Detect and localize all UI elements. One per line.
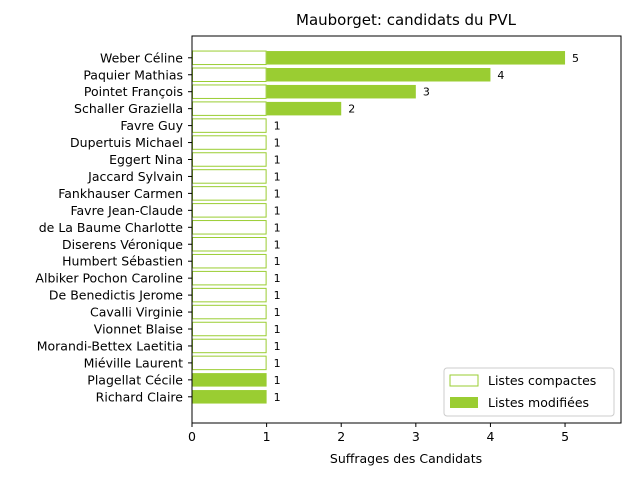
data-label: 1 bbox=[274, 323, 281, 336]
data-label: 4 bbox=[497, 69, 504, 82]
bar-compactes bbox=[192, 287, 267, 303]
value-labels-layer: 5 4 3 2 1 1 1 1 1 1 1 1 1 1 1 1 1 1 1 1 1 bbox=[274, 52, 579, 404]
y-tick-label: Schaller Graziella bbox=[74, 101, 183, 116]
y-tick-label: Albiker Pochon Caroline bbox=[35, 271, 183, 286]
x-tick-label: 4 bbox=[486, 429, 494, 444]
y-tick-label: Jaccard Sylvain bbox=[87, 169, 183, 184]
data-label: 1 bbox=[274, 255, 281, 268]
axes-frame bbox=[191, 35, 622, 424]
y-tick-label: Humbert Sébastien bbox=[62, 254, 183, 269]
chart-title: Mauborget: candidats du PVL bbox=[296, 11, 517, 29]
data-label: 1 bbox=[274, 289, 281, 302]
bar-modifiees bbox=[192, 390, 267, 404]
x-tick-label: 3 bbox=[412, 429, 420, 444]
legend-swatch-modifiees bbox=[450, 397, 478, 408]
y-tick-label: Favre Guy bbox=[120, 118, 183, 133]
data-label: 1 bbox=[274, 272, 281, 285]
y-tick-label: Vionnet Blaise bbox=[94, 322, 184, 337]
bar-modifiees bbox=[266, 101, 342, 116]
data-label: 1 bbox=[274, 137, 281, 150]
bars-layer bbox=[192, 50, 566, 404]
bar-compactes bbox=[192, 101, 267, 116]
bar-compactes bbox=[192, 355, 267, 371]
y-tick-label: Paquier Mathias bbox=[83, 67, 183, 82]
y-tick-label: Fankhauser Carmen bbox=[58, 186, 183, 201]
data-label: 1 bbox=[274, 170, 281, 183]
y-tick-label: Eggert Nina bbox=[109, 152, 183, 167]
data-label: 1 bbox=[274, 221, 281, 234]
y-tick-label: Weber Céline bbox=[100, 50, 183, 65]
bar-compactes bbox=[192, 321, 267, 337]
data-label: 1 bbox=[274, 391, 281, 404]
bar-compactes bbox=[192, 50, 267, 66]
x-axis-ticks: 0 1 2 3 4 5 bbox=[188, 423, 569, 444]
bar-modifiees bbox=[266, 68, 491, 82]
bar-compactes bbox=[192, 118, 267, 133]
y-axis-ticks: Weber Céline Paquier Mathias Pointet Franç… bbox=[35, 50, 192, 404]
y-tick-label: Miéville Laurent bbox=[84, 355, 183, 370]
bar-compactes bbox=[192, 304, 267, 320]
bar-modifiees bbox=[266, 51, 566, 65]
y-tick-label: Morandi-Bettex Laetitia bbox=[37, 338, 183, 353]
bar-compactes bbox=[192, 270, 267, 286]
bar-modifiees bbox=[192, 373, 267, 387]
legend-label-compactes: Listes compactes bbox=[488, 373, 596, 388]
x-tick-label: 2 bbox=[337, 429, 345, 444]
bar-modifiees bbox=[266, 84, 416, 99]
x-axis-label: Suffrages des Candidats bbox=[330, 451, 482, 466]
y-tick-label: Diserens Véronique bbox=[62, 237, 183, 252]
bar-compactes bbox=[192, 67, 267, 82]
legend-box bbox=[443, 367, 615, 417]
data-label: 1 bbox=[274, 120, 281, 133]
x-tick-label: 0 bbox=[188, 429, 196, 444]
data-label: 5 bbox=[572, 52, 579, 65]
x-tick-label: 1 bbox=[263, 429, 271, 444]
bar-compactes bbox=[192, 253, 267, 269]
legend-label-modifiees: Listes modifiées bbox=[488, 395, 589, 410]
y-tick-label: Favre Jean-Claude bbox=[70, 203, 183, 218]
data-label: 1 bbox=[274, 154, 281, 167]
x-tick-label: 5 bbox=[561, 429, 569, 444]
data-label: 1 bbox=[274, 204, 281, 217]
legend-swatch-compactes bbox=[449, 374, 479, 387]
bar-compactes bbox=[192, 220, 267, 235]
y-tick-label: De Benedictis Jerome bbox=[49, 288, 183, 303]
data-label: 1 bbox=[274, 374, 281, 387]
bar-compactes bbox=[192, 84, 267, 99]
bar-compactes bbox=[192, 338, 267, 354]
y-tick-label: Pointet François bbox=[84, 84, 183, 99]
legend: Listes compactes Listes modifiées bbox=[443, 367, 615, 417]
bar-compactes bbox=[192, 203, 267, 218]
data-label: 2 bbox=[348, 103, 355, 116]
y-tick-label: Plagellat Cécile bbox=[87, 372, 183, 387]
data-label: 1 bbox=[274, 238, 281, 251]
data-label: 1 bbox=[274, 187, 281, 200]
data-label: 1 bbox=[274, 357, 281, 370]
bar-compactes bbox=[192, 152, 267, 167]
data-label: 3 bbox=[423, 86, 430, 99]
data-label: 1 bbox=[274, 306, 281, 319]
y-tick-label: de La Baume Charlotte bbox=[39, 220, 184, 235]
y-tick-label: Richard Claire bbox=[96, 389, 184, 404]
y-tick-label: Cavalli Virginie bbox=[90, 305, 183, 320]
data-label: 1 bbox=[274, 340, 281, 353]
y-tick-label: Dupertuis Michael bbox=[70, 135, 183, 150]
bar-compactes bbox=[192, 169, 267, 184]
bar-compactes bbox=[192, 186, 267, 201]
bar-compactes bbox=[192, 237, 267, 252]
bar-compactes bbox=[192, 135, 267, 150]
